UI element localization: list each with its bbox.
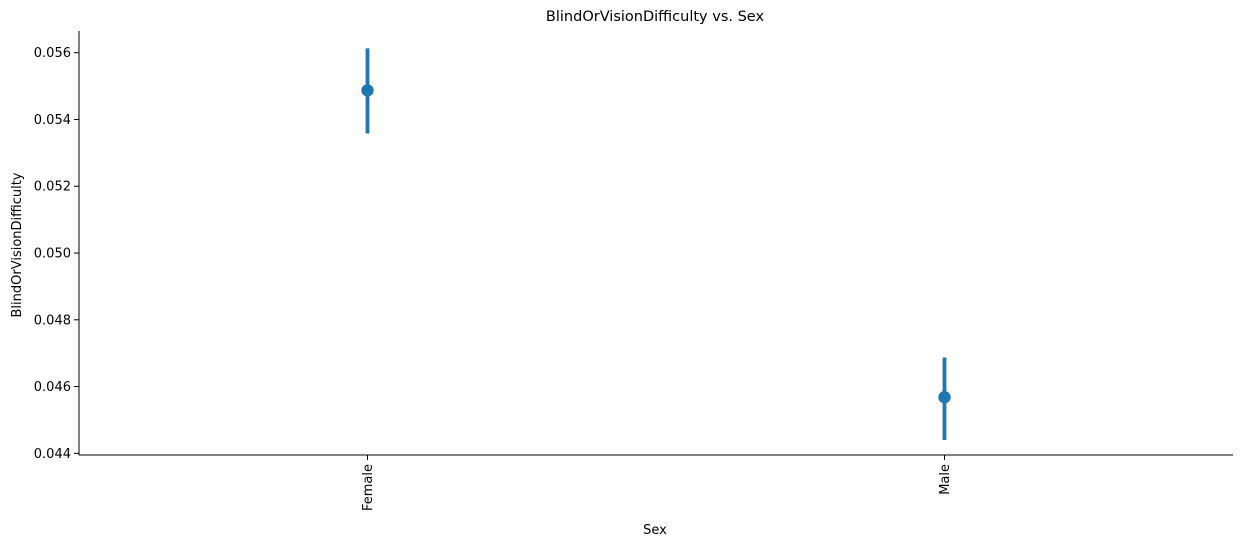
y-tick-label: 0.056 xyxy=(34,46,71,61)
y-axis-label: BlindOrVisionDifficulty xyxy=(10,172,25,317)
chart-title: BlindOrVisionDifficulty vs. Sex xyxy=(546,9,765,25)
x-tick-label: Male xyxy=(938,464,953,495)
y-tick-label: 0.050 xyxy=(34,247,71,262)
y-tick-label: 0.044 xyxy=(34,447,71,462)
data-point xyxy=(938,391,951,404)
plot-area: 0.044 0.046 0.048 0.050 0.052 0.054 0.056 Femal… xyxy=(34,31,1233,511)
y-tick-label: 0.054 xyxy=(34,113,71,128)
x-axis-label: Sex xyxy=(643,523,667,538)
y-tick-label: 0.046 xyxy=(34,380,71,395)
x-tick-label: Female xyxy=(361,464,376,511)
y-tick-label: 0.052 xyxy=(34,180,71,195)
y-tick-label: 0.048 xyxy=(34,313,71,328)
data-point xyxy=(361,84,374,97)
